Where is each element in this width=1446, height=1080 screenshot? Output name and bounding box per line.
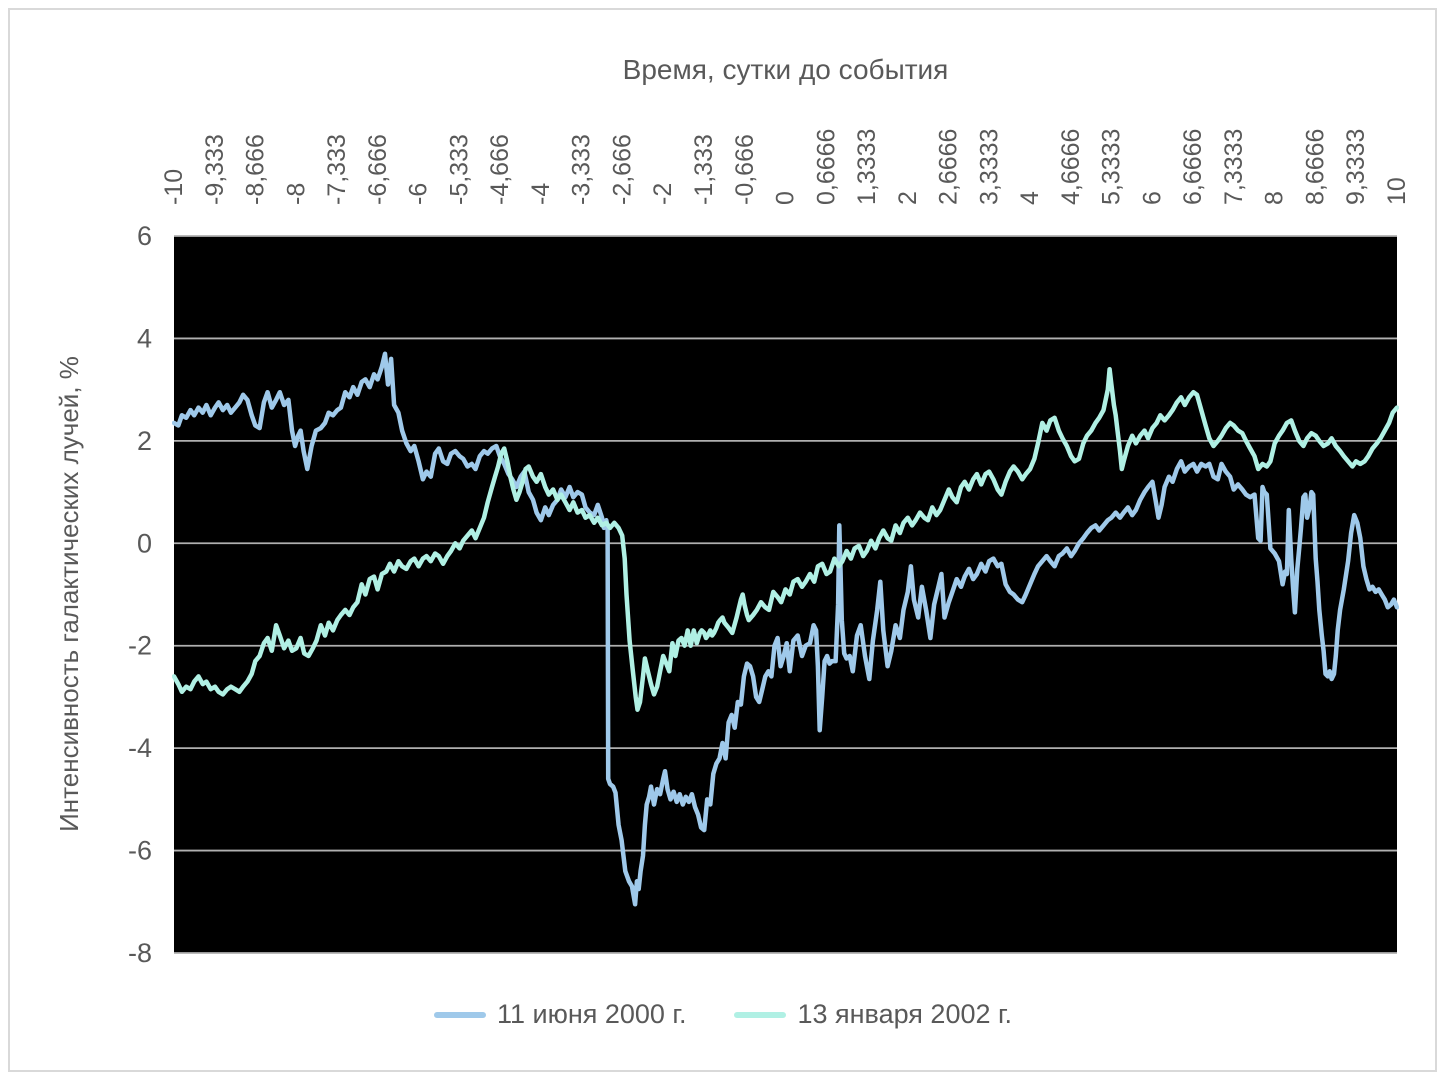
x-tick-label: 7,3333 <box>1220 129 1248 205</box>
legend-label-1: 11 июня 2000 г. <box>496 999 687 1029</box>
x-axis-tick-labels: -10 -9,333 -8,666 -8 -7,333 -6,666 -6 -5,333 -4,… <box>160 129 1411 205</box>
legend-swatch-1 <box>433 1011 486 1018</box>
legend: 11 июня 2000 г. 13 января 2002 г. <box>0 999 1446 1030</box>
y-tick-label: 6 <box>137 221 152 251</box>
x-tick-label: -5,333 <box>445 134 473 205</box>
x-tick-label: 3,3333 <box>975 129 1003 205</box>
legend-label-2: 13 января 2002 г. <box>797 999 1013 1029</box>
y-tick-label: 0 <box>137 528 152 558</box>
x-tick-label: -4 <box>527 183 555 205</box>
series-line-2 <box>172 366 1399 712</box>
x-tick-label: 0,6666 <box>812 129 840 205</box>
y-tick-label: -8 <box>128 938 152 968</box>
x-tick-label: 8 <box>1261 191 1289 205</box>
x-tick-label: -2,666 <box>608 134 636 205</box>
x-tick-label: 2 <box>894 191 922 205</box>
x-tick-label: 0 <box>772 191 800 205</box>
x-tick-label: 2,6666 <box>935 129 963 205</box>
x-tick-label: 4,6666 <box>1057 129 1085 205</box>
x-tick-label: 6 <box>1138 191 1166 205</box>
series-lines <box>172 351 1399 907</box>
x-tick-label: -0,666 <box>731 134 759 205</box>
x-tick-label: -2 <box>649 183 677 205</box>
y-axis-tick-labels: 6 4 2 0 -2 -4 -6 -8 <box>128 221 152 968</box>
x-tick-label: 4 <box>1016 191 1044 205</box>
x-tick-label: -4,666 <box>486 134 514 205</box>
x-tick-label: -3,333 <box>568 134 596 205</box>
y-tick-label: -4 <box>128 733 152 763</box>
x-tick-label: -7,333 <box>323 134 351 205</box>
y-tick-label: -6 <box>128 836 152 866</box>
x-tick-label: 5,3333 <box>1098 129 1126 205</box>
y-tick-label: 2 <box>137 426 152 456</box>
x-tick-label: -6,666 <box>364 134 392 205</box>
x-tick-label: 8,6666 <box>1301 129 1329 205</box>
x-tick-label: -1,333 <box>690 134 718 205</box>
x-tick-label: -10 <box>160 169 188 205</box>
x-tick-label: 10 <box>1383 177 1411 205</box>
y-axis-title: Интенсивность галактических лучей, % <box>54 356 84 832</box>
x-tick-label: 9,3333 <box>1342 129 1370 205</box>
x-tick-label: 1,3333 <box>853 129 881 205</box>
x-tick-label: -9,333 <box>201 134 229 205</box>
legend-item-1: 11 июня 2000 г. <box>433 999 687 1030</box>
x-tick-label: -8 <box>282 183 310 205</box>
legend-swatch-2 <box>734 1011 787 1018</box>
legend-item-2: 13 января 2002 г. <box>734 999 1012 1030</box>
y-tick-label: -2 <box>128 631 152 661</box>
series-line-1 <box>172 351 1399 907</box>
x-tick-label: -8,666 <box>242 134 270 205</box>
x-tick-label: 6,6666 <box>1179 129 1207 205</box>
y-tick-label: 4 <box>137 323 152 353</box>
x-tick-label: -6 <box>405 183 433 205</box>
gridlines <box>174 235 1397 954</box>
x-axis-title: Время, сутки до события <box>622 54 949 85</box>
